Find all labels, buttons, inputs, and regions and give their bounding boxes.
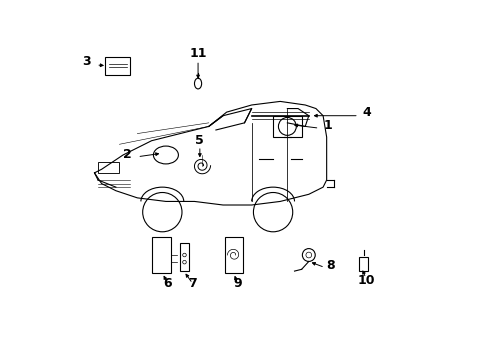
- Text: 5: 5: [195, 134, 204, 147]
- Bar: [98, 162, 119, 173]
- Text: 10: 10: [356, 274, 374, 287]
- Bar: [224, 237, 242, 273]
- Text: 1: 1: [323, 119, 331, 132]
- Text: 4: 4: [362, 106, 370, 119]
- Text: 6: 6: [163, 277, 172, 290]
- Text: 8: 8: [326, 259, 335, 272]
- Text: 2: 2: [123, 148, 132, 161]
- Bar: [272, 116, 301, 137]
- Text: 11: 11: [189, 47, 206, 60]
- Text: 3: 3: [82, 55, 91, 68]
- Text: 7: 7: [188, 277, 197, 290]
- Bar: [105, 57, 130, 75]
- Bar: [180, 243, 189, 271]
- Bar: [358, 257, 367, 271]
- Bar: [151, 237, 171, 273]
- Text: 9: 9: [233, 277, 241, 290]
